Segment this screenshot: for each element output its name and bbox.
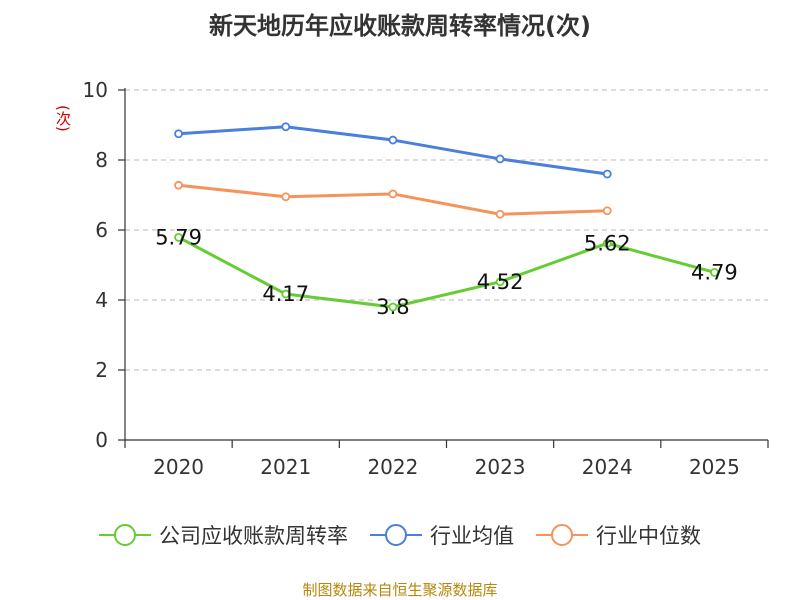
data-label-2023: 4.52 [477, 270, 524, 294]
data-source-note: 制图数据来自恒生聚源数据库 [302, 581, 498, 599]
legend-marker-industry-mean [370, 523, 422, 547]
x-tick-label-2022: 2022 [367, 455, 418, 479]
chart-title: 新天地历年应收账款周转率情况(次) [209, 12, 591, 40]
x-tick-label-2023: 2023 [475, 455, 526, 479]
series-2-point-2022 [388, 189, 398, 199]
series-0-point-2024 [602, 238, 612, 248]
series-0-point-2020 [174, 232, 183, 242]
x-tick-label-2021: 2021 [260, 455, 311, 479]
y-tick-label-10: 10 [83, 78, 108, 102]
legend-item-industry-median[interactable]: 行业中位数 [536, 520, 701, 550]
series-1-point-2020 [174, 129, 183, 139]
y-tick-label-8: 8 [95, 148, 108, 172]
series-0-point-2023 [495, 277, 505, 287]
series-1-point-2021 [281, 122, 291, 132]
series-1-point-2022 [388, 135, 398, 145]
y-tick-label-4: 4 [95, 288, 108, 312]
series-1-point-2023 [495, 154, 505, 164]
y-axis-label: (次) [54, 105, 72, 132]
legend-label-industry-median: 行业中位数 [596, 524, 701, 548]
legend-label-company: 公司应收账款周转率 [159, 524, 348, 548]
series-0-point-2022 [388, 302, 398, 312]
data-label-2025: 4.79 [691, 260, 738, 284]
y-tick-label-6: 6 [95, 218, 108, 242]
x-tick-label-2020: 2020 [153, 455, 204, 479]
chart-legend: 公司应收账款周转率 行业均值 行业中位数 [0, 520, 800, 550]
series-2-point-2021 [281, 192, 291, 202]
x-tick-label-2024: 2024 [582, 455, 633, 479]
y-tick-label-2: 2 [95, 358, 108, 382]
legend-marker-industry-median [536, 523, 588, 547]
series-2-point-2024 [602, 206, 612, 216]
series-0-point-2025 [710, 267, 719, 277]
series-2-point-2023 [495, 209, 505, 219]
legend-label-industry-mean: 行业均值 [430, 524, 514, 548]
data-label-2024: 5.62 [584, 231, 631, 255]
data-label-2022: 3.8 [376, 295, 409, 319]
data-label-2020: 5.79 [155, 225, 202, 249]
legend-marker-company [99, 523, 151, 547]
data-label-2021: 4.17 [262, 282, 309, 306]
series-2-point-2020 [174, 180, 183, 190]
legend-item-industry-mean[interactable]: 行业均值 [370, 520, 514, 550]
y-tick-label-0: 0 [95, 428, 108, 452]
series-0-point-2021 [281, 289, 291, 299]
series-line-0 [177, 236, 715, 309]
series-line-1 [178, 125, 608, 176]
series-1-point-2024 [602, 169, 612, 179]
legend-item-company[interactable]: 公司应收账款周转率 [99, 520, 348, 550]
x-tick-label-2025: 2025 [689, 455, 740, 479]
